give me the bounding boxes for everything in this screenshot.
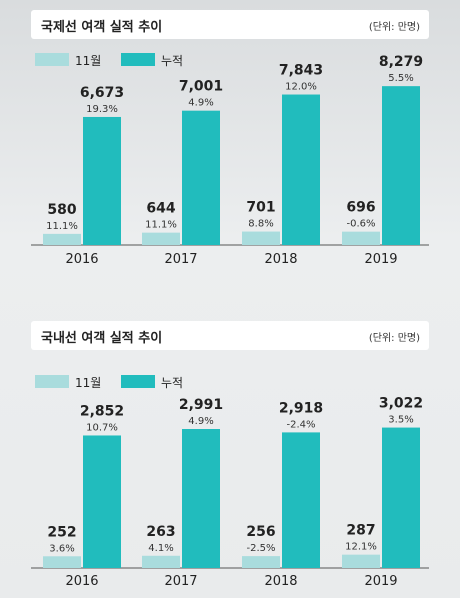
legend: 11월 누적 bbox=[35, 373, 235, 390]
legend: 11월 누적 bbox=[35, 51, 235, 68]
bar-cumulative bbox=[182, 429, 220, 568]
x-tick-label: 2018 bbox=[264, 574, 297, 589]
legend-label-cumulative: 누적 bbox=[161, 54, 184, 68]
data-label-cumulative: 3,022 bbox=[379, 396, 423, 412]
bar-cumulative bbox=[382, 86, 420, 245]
unit-label: (단위: 만명) bbox=[368, 22, 420, 33]
data-label-monthly: 701 bbox=[246, 200, 275, 216]
data-label-cumulative: 2,918 bbox=[279, 400, 323, 416]
data-label-cumulative: 2,852 bbox=[80, 403, 124, 419]
data-label-monthly: 263 bbox=[146, 524, 175, 540]
domestic-bar-chart: 252 3.6% 2,852 10.7% 2016 263 4.1% 2,991 4.9% 201… bbox=[31, 396, 429, 589]
bar-monthly bbox=[242, 231, 280, 245]
growth-label-cumulative: -2.4% bbox=[286, 419, 315, 430]
x-tick-label: 2016 bbox=[65, 252, 98, 267]
unit-label: (단위: 만명) bbox=[368, 333, 420, 344]
international-chart-panel: 국제선 여객 실적 추이 (단위: 만명) 11월 누적 580 11.1% 6,6… bbox=[0, 0, 460, 290]
growth-label-monthly: 12.1% bbox=[345, 542, 377, 553]
growth-label-cumulative: 4.9% bbox=[188, 416, 213, 427]
legend-swatch-monthly bbox=[35, 53, 69, 66]
growth-label-cumulative: 3.5% bbox=[388, 415, 413, 426]
legend-swatch-cumulative bbox=[121, 375, 155, 388]
bar-cumulative bbox=[83, 116, 121, 245]
x-tick-label: 2017 bbox=[164, 252, 197, 267]
data-label-cumulative: 8,279 bbox=[379, 54, 423, 70]
x-tick-label: 2019 bbox=[364, 252, 397, 267]
x-tick-label: 2019 bbox=[364, 574, 397, 589]
chart-title-box: 국제선 여객 실적 추이 (단위: 만명) bbox=[31, 10, 429, 39]
growth-label-monthly: 8.8% bbox=[248, 219, 273, 230]
x-tick-label: 2017 bbox=[164, 574, 197, 589]
bar-monthly bbox=[43, 233, 81, 245]
growth-label-cumulative: 19.3% bbox=[86, 104, 118, 115]
bar-cumulative bbox=[282, 94, 320, 245]
chart-title: 국제선 여객 실적 추이 bbox=[41, 20, 163, 35]
growth-label-cumulative: 12.0% bbox=[285, 82, 317, 93]
data-label-cumulative: 7,843 bbox=[279, 63, 323, 79]
growth-label-monthly: 4.1% bbox=[148, 543, 173, 554]
legend-label-monthly: 11월 bbox=[75, 376, 102, 390]
data-label-monthly: 287 bbox=[346, 523, 375, 539]
growth-label-monthly: -2.5% bbox=[246, 543, 275, 554]
growth-label-cumulative: 10.7% bbox=[86, 422, 118, 433]
legend-swatch-cumulative bbox=[121, 53, 155, 66]
bar-monthly bbox=[142, 555, 180, 568]
domestic-chart-panel: 국내선 여객 실적 추이 (단위: 만명) 11월 누적 252 3.6% 2,85… bbox=[0, 310, 460, 598]
x-tick-label: 2018 bbox=[264, 252, 297, 267]
legend-swatch-monthly bbox=[35, 375, 69, 388]
data-label-cumulative: 6,673 bbox=[80, 85, 124, 101]
data-label-cumulative: 2,991 bbox=[179, 397, 223, 413]
bar-cumulative bbox=[382, 427, 420, 568]
legend-label-monthly: 11월 bbox=[75, 54, 102, 68]
bar-monthly bbox=[142, 232, 180, 245]
bar-monthly bbox=[342, 231, 380, 245]
growth-label-monthly: 3.6% bbox=[49, 543, 74, 554]
growth-label-monthly: 11.1% bbox=[145, 220, 177, 231]
growth-label-monthly: -0.6% bbox=[346, 219, 375, 230]
bar-monthly bbox=[342, 554, 380, 568]
bar-cumulative bbox=[282, 432, 320, 568]
bar-cumulative bbox=[182, 110, 220, 245]
data-label-monthly: 252 bbox=[47, 524, 76, 540]
bar-cumulative bbox=[83, 435, 121, 568]
growth-label-monthly: 11.1% bbox=[46, 221, 78, 232]
bar-monthly bbox=[43, 556, 81, 568]
bar-monthly bbox=[242, 556, 280, 568]
data-label-monthly: 644 bbox=[146, 201, 175, 217]
data-label-monthly: 696 bbox=[346, 200, 375, 216]
international-bar-chart: 580 11.1% 6,673 19.3% 2016 644 11.1% 7,001 4.9% 2… bbox=[31, 54, 429, 267]
legend-label-cumulative: 누적 bbox=[161, 376, 184, 390]
x-tick-label: 2016 bbox=[65, 574, 98, 589]
data-label-monthly: 256 bbox=[246, 524, 275, 540]
growth-label-cumulative: 5.5% bbox=[388, 73, 413, 84]
chart-title-box: 국내선 여객 실적 추이 (단위: 만명) bbox=[31, 321, 429, 350]
data-label-monthly: 580 bbox=[47, 202, 76, 218]
chart-title: 국내선 여객 실적 추이 bbox=[41, 331, 163, 346]
growth-label-cumulative: 4.9% bbox=[188, 98, 213, 109]
data-label-cumulative: 7,001 bbox=[179, 79, 223, 95]
